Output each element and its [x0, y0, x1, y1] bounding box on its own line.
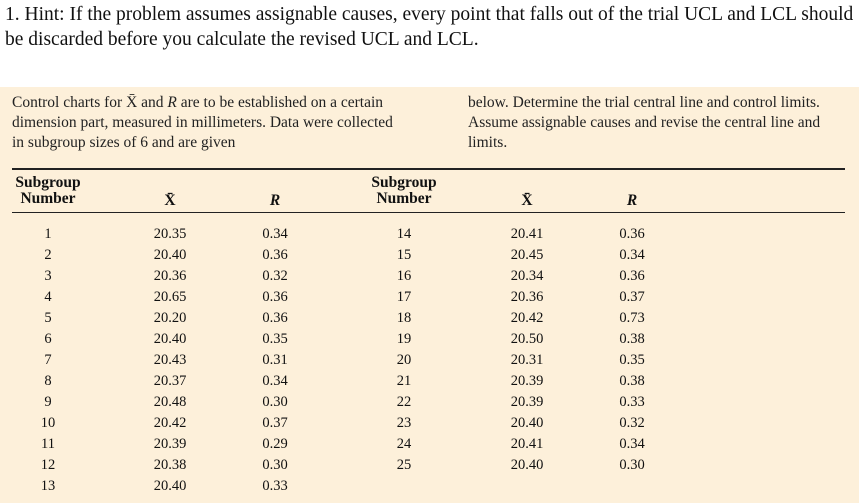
table-cell: 20.39	[153, 436, 187, 452]
table-cell: 0.29	[262, 436, 288, 452]
table-rule	[12, 168, 845, 170]
table-cell: 0.35	[619, 352, 645, 368]
table-cell: 2	[44, 247, 52, 263]
table-cell: 0.30	[262, 457, 288, 473]
table-cell: 20.40	[153, 478, 187, 494]
table-cell: 20.41	[510, 436, 544, 452]
table-cell: 6	[44, 331, 52, 347]
problem-panel	[0, 87, 859, 503]
table-cell: 10	[40, 415, 56, 431]
table-cell: 20.48	[153, 394, 187, 410]
table-cell: 0.33	[262, 478, 288, 494]
table-cell: 18	[396, 310, 412, 326]
table-cell: 20.40	[510, 457, 544, 473]
table-cell: 15	[396, 247, 412, 263]
table-cell: 0.73	[619, 310, 645, 326]
table-cell: 20	[396, 352, 412, 368]
table-cell: 3	[44, 268, 52, 284]
table-cell: 0.35	[262, 331, 288, 347]
table-cell: 20.37	[153, 373, 187, 389]
table-cell: 20.45	[510, 247, 544, 263]
table-cell: 0.36	[619, 226, 645, 242]
table-cell: 0.34	[619, 436, 645, 452]
table-cell: 0.36	[619, 268, 645, 284]
table-cell: 13	[40, 478, 56, 494]
text: are to be established on a certain dimen…	[12, 94, 393, 151]
table-cell: 0.34	[262, 226, 288, 242]
table-cell: 20.36	[510, 289, 544, 305]
table-cell: 0.32	[619, 415, 645, 431]
symbol: X̄	[126, 94, 138, 111]
table-cell: 20.40	[153, 247, 187, 263]
table-cell: 4	[44, 289, 52, 305]
table-cell: 0.33	[619, 394, 645, 410]
table-cell: 20.42	[510, 310, 544, 326]
intro-right: below. Determine the trial central line …	[468, 94, 821, 151]
column-header: X̄	[521, 192, 533, 209]
table-cell: 17	[396, 289, 412, 305]
table-cell: 23	[396, 415, 412, 431]
column-header: Subgroup Number	[371, 174, 437, 207]
text: and	[137, 94, 168, 111]
table-cell: 11	[41, 436, 55, 452]
table-cell: 20.40	[510, 415, 544, 431]
table-cell: 24	[396, 436, 412, 452]
table-rule	[12, 212, 845, 213]
column-header: X̄	[164, 192, 176, 209]
table-cell: 20.65	[153, 289, 187, 305]
table-cell: 19	[396, 331, 412, 347]
symbol: R	[167, 94, 177, 111]
table-cell: 0.36	[262, 247, 288, 263]
column-header: R	[269, 192, 281, 209]
table-cell: 9	[44, 394, 52, 410]
table-cell: 20.20	[153, 310, 187, 326]
table-cell: 0.32	[262, 268, 288, 284]
table-cell: 20.43	[153, 352, 187, 368]
table-cell: 0.37	[262, 415, 288, 431]
table-cell: 0.38	[619, 331, 645, 347]
table-cell: 8	[44, 373, 52, 389]
table-cell: 0.38	[619, 373, 645, 389]
table-cell: 0.34	[262, 373, 288, 389]
table-cell: 0.34	[619, 247, 645, 263]
table-cell: 0.31	[262, 352, 288, 368]
table-cell: 20.50	[510, 331, 544, 347]
table-cell: 5	[44, 310, 52, 326]
text: Control charts for	[12, 94, 127, 111]
hint: 1. Hint: If the problem assumes assignab…	[5, 4, 854, 50]
table-cell: 12	[40, 457, 56, 473]
intro-left: Control charts for X̄ and R are to be es…	[12, 93, 404, 153]
table-cell: 20.31	[510, 352, 544, 368]
table-cell: 20.39	[510, 373, 544, 389]
table-cell: 22	[396, 394, 412, 410]
table-cell: 20.41	[510, 226, 544, 242]
table-cell: 0.36	[262, 289, 288, 305]
table-cell: 14	[396, 226, 412, 242]
table-cell: 20.35	[153, 226, 187, 242]
table-cell: 7	[44, 352, 52, 368]
table-cell: 20.38	[153, 457, 187, 473]
table-cell: 20.42	[153, 415, 187, 431]
column-header: Subgroup Number	[15, 174, 81, 207]
table-cell: 16	[396, 268, 412, 284]
table-cell: 21	[396, 373, 412, 389]
table-cell: 20.39	[510, 394, 544, 410]
table-cell: 0.30	[619, 457, 645, 473]
table-cell: 0.37	[619, 289, 645, 305]
table-cell: 1	[44, 226, 52, 242]
table-cell: 20.34	[510, 268, 544, 284]
column-header: R	[626, 192, 638, 209]
table-cell: 20.36	[153, 268, 187, 284]
table-cell: 25	[396, 457, 412, 473]
table-cell: 20.40	[153, 331, 187, 347]
table-cell: 0.30	[262, 394, 288, 410]
table-cell: 0.36	[262, 310, 288, 326]
